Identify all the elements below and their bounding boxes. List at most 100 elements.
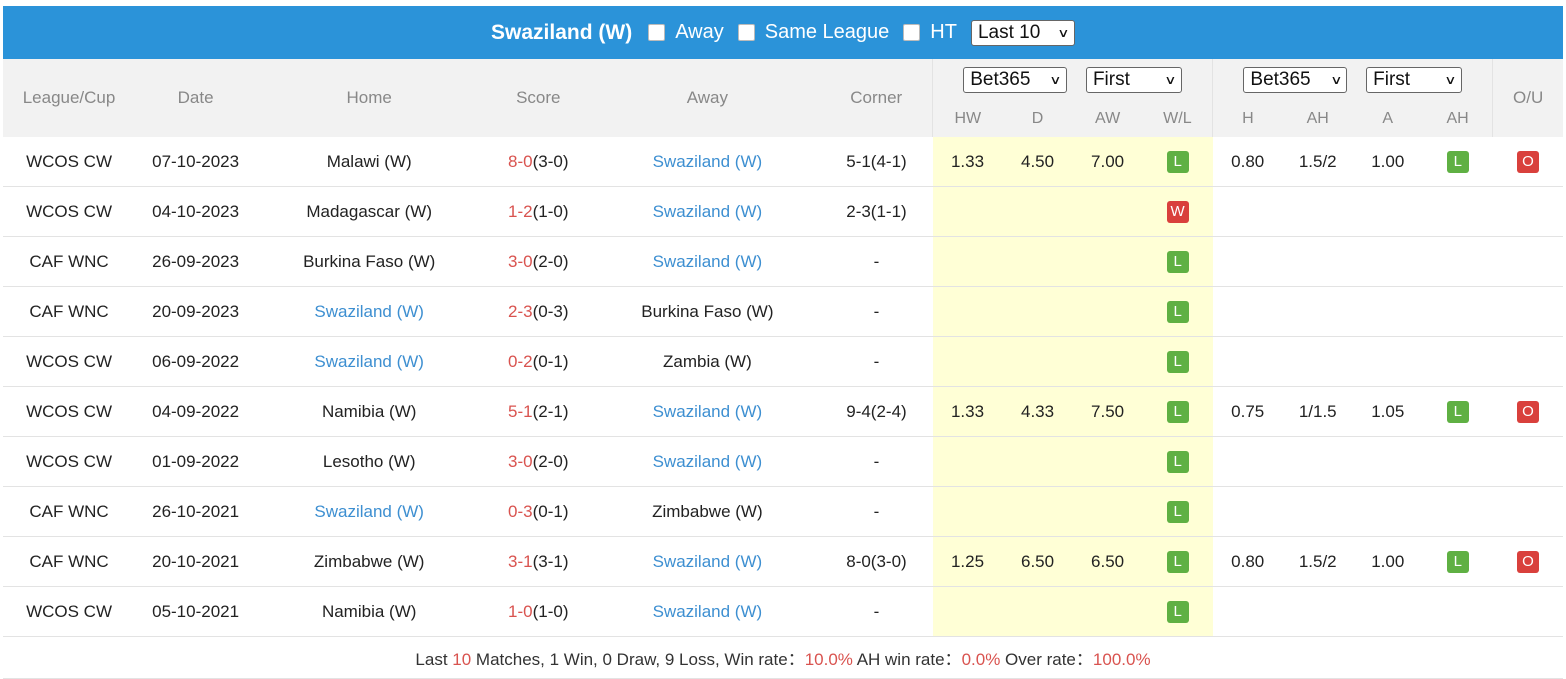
away-team-cell[interactable]: Swaziland (W) <box>594 236 821 287</box>
away-label: Away <box>675 21 724 43</box>
col-league: League/Cup <box>3 59 136 137</box>
summary-over-rate: 100.0% <box>1092 650 1151 669</box>
odds1-company-value: Bet365 <box>970 69 1031 90</box>
score-cell[interactable]: 2-3(0-3) <box>482 286 595 337</box>
date-cell: 04-10-2023 <box>135 186 257 237</box>
col-score: Score <box>482 59 595 137</box>
result-cell: L <box>1142 586 1213 637</box>
ou-result-badge: O <box>1516 400 1539 423</box>
home-team-cell[interactable]: Malawi (W) <box>256 137 483 187</box>
home-team-cell[interactable]: Swaziland (W) <box>256 336 483 387</box>
home-team-cell[interactable]: Madagascar (W) <box>256 186 483 237</box>
league-cell[interactable]: WCOS CW <box>3 436 136 487</box>
score-cell[interactable]: 1-2(1-0) <box>482 186 595 237</box>
match-count-value: Last 10 <box>977 21 1041 43</box>
ah-away-odds <box>1352 586 1423 637</box>
home-win-odds <box>932 236 1003 287</box>
home-team-cell[interactable]: Namibia (W) <box>256 586 483 637</box>
col-home: Home <box>256 59 483 137</box>
odds1-company-select[interactable]: Bet365 ∨ <box>963 67 1068 93</box>
col-d: D <box>1002 101 1073 137</box>
home-team-cell[interactable]: Zimbabwe (W) <box>256 536 483 587</box>
odds2-company-value: Bet365 <box>1250 69 1311 90</box>
odds1-type-value: First <box>1092 69 1130 90</box>
result-cell: L <box>1142 336 1213 387</box>
away-team-cell[interactable]: Swaziland (W) <box>594 186 821 237</box>
score-cell[interactable]: 0-3(0-1) <box>482 486 595 537</box>
corner-cell: 5-1(4-1) <box>820 137 933 187</box>
away-team-cell[interactable]: Swaziland (W) <box>594 586 821 637</box>
league-cell[interactable]: WCOS CW <box>3 137 136 187</box>
score-cell[interactable]: 3-0(2-0) <box>482 436 595 487</box>
away-win-odds: 6.50 <box>1072 536 1143 587</box>
league-cell[interactable]: CAF WNC <box>3 286 136 337</box>
full-time-score: 1-2 <box>508 201 533 221</box>
league-cell[interactable]: CAF WNC <box>3 536 136 587</box>
ah-line: 1.5/2 <box>1282 137 1353 187</box>
corner-cell: - <box>820 236 933 287</box>
date-cell: 05-10-2021 <box>135 586 257 637</box>
away-team-cell[interactable]: Swaziland (W) <box>594 436 821 487</box>
ah-home-odds <box>1212 586 1283 637</box>
home-team-cell[interactable]: Namibia (W) <box>256 386 483 437</box>
ah-line <box>1282 286 1353 337</box>
home-team-cell[interactable]: Burkina Faso (W) <box>256 236 483 287</box>
home-team-cell[interactable]: Lesotho (W) <box>256 436 483 487</box>
odds1-type-select[interactable]: First ∨ <box>1085 67 1182 93</box>
home-team-cell[interactable]: Swaziland (W) <box>256 486 483 537</box>
home-win-odds: 1.25 <box>932 536 1003 587</box>
away-win-odds <box>1072 436 1143 487</box>
col-ah-result: AH <box>1422 101 1493 137</box>
league-cell[interactable]: WCOS CW <box>3 586 136 637</box>
same-league-filter[interactable]: Same League <box>737 21 889 44</box>
score-cell[interactable]: 5-1(2-1) <box>482 386 595 437</box>
same-league-checkbox[interactable] <box>737 24 755 41</box>
league-cell[interactable]: CAF WNC <box>3 236 136 287</box>
away-team-cell[interactable]: Swaziland (W) <box>594 137 821 187</box>
away-filter[interactable]: Away <box>648 21 724 44</box>
home-team-cell[interactable]: Swaziland (W) <box>256 286 483 337</box>
result-badge: L <box>1166 300 1189 323</box>
date-cell: 20-09-2023 <box>135 286 257 337</box>
corner-cell: - <box>820 436 933 487</box>
score-cell[interactable]: 3-1(3-1) <box>482 536 595 587</box>
result-cell: L <box>1142 486 1213 537</box>
away-win-odds <box>1072 286 1143 337</box>
score-cell[interactable]: 8-0(3-0) <box>482 137 595 187</box>
summary-text-4: Over rate： <box>1000 650 1093 669</box>
away-team-cell[interactable]: Swaziland (W) <box>594 386 821 437</box>
home-win-odds <box>932 286 1003 337</box>
away-team-cell[interactable]: Burkina Faso (W) <box>594 286 821 337</box>
score-cell[interactable]: 1-0(1-0) <box>482 586 595 637</box>
away-team-cell[interactable]: Zimbabwe (W) <box>594 486 821 537</box>
ht-filter[interactable]: HT <box>903 21 957 44</box>
away-checkbox[interactable] <box>648 24 666 41</box>
result-badge: L <box>1166 150 1189 173</box>
league-cell[interactable]: WCOS CW <box>3 336 136 387</box>
ah-result-cell <box>1422 186 1493 237</box>
ht-checkbox[interactable] <box>903 24 921 41</box>
summary-count: 10 <box>452 650 472 669</box>
league-cell[interactable]: WCOS CW <box>3 386 136 437</box>
half-time-score: (1-0) <box>532 201 569 221</box>
away-team-cell[interactable]: Zambia (W) <box>594 336 821 387</box>
score-cell[interactable]: 0-2(0-1) <box>482 336 595 387</box>
summary-text-3: AH win rate： <box>852 650 962 669</box>
odds2-company-select[interactable]: Bet365 ∨ <box>1243 67 1348 93</box>
score-cell[interactable]: 3-0(2-0) <box>482 236 595 287</box>
col-ou: O/U <box>1492 59 1563 137</box>
draw-odds <box>1002 236 1073 287</box>
odds2-type-select[interactable]: First ∨ <box>1366 67 1463 93</box>
col-a: A <box>1352 101 1423 137</box>
half-time-score: (2-1) <box>532 401 569 421</box>
league-cell[interactable]: CAF WNC <box>3 486 136 537</box>
match-count-select[interactable]: Last 10 ∨ <box>970 19 1075 46</box>
ah-home-odds: 0.80 <box>1212 536 1283 587</box>
away-win-odds <box>1072 336 1143 387</box>
league-cell[interactable]: WCOS CW <box>3 186 136 237</box>
ah-home-odds <box>1212 336 1283 387</box>
ou-result-cell <box>1492 436 1563 487</box>
chevron-down-icon: ∨ <box>1049 73 1062 87</box>
away-team-cell[interactable]: Swaziland (W) <box>594 536 821 587</box>
home-win-odds: 1.33 <box>932 137 1003 187</box>
